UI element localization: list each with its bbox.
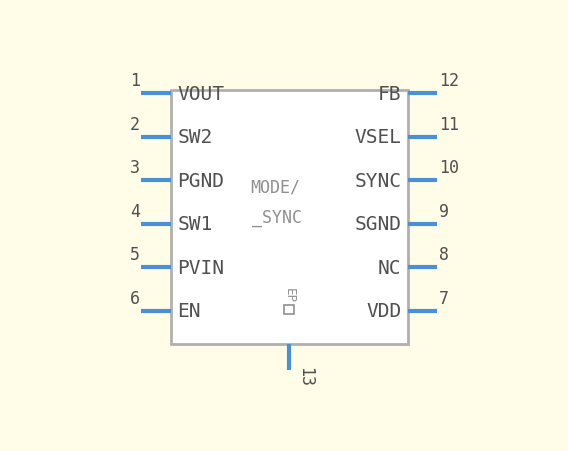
Text: 9: 9 xyxy=(439,202,449,220)
Bar xyxy=(285,305,294,315)
Text: 12: 12 xyxy=(439,72,459,90)
Text: 5: 5 xyxy=(130,245,140,263)
Text: 13: 13 xyxy=(295,367,314,387)
Text: 3: 3 xyxy=(130,159,140,177)
Text: _SYNC: _SYNC xyxy=(252,208,302,226)
Text: 1: 1 xyxy=(130,72,140,90)
Text: VDD: VDD xyxy=(366,302,402,321)
Text: 8: 8 xyxy=(439,245,449,263)
Text: VSEL: VSEL xyxy=(354,128,402,147)
Text: 2: 2 xyxy=(130,115,140,133)
Text: SYNC: SYNC xyxy=(354,171,402,190)
Text: FB: FB xyxy=(378,85,402,104)
Text: 11: 11 xyxy=(439,115,459,133)
Text: 6: 6 xyxy=(130,289,140,307)
Text: MODE/: MODE/ xyxy=(250,178,300,196)
Text: PVIN: PVIN xyxy=(177,258,224,277)
Text: NC: NC xyxy=(378,258,402,277)
Text: EP: EP xyxy=(283,287,296,303)
Text: SW2: SW2 xyxy=(177,128,212,147)
Text: VOUT: VOUT xyxy=(177,85,224,104)
Text: SGND: SGND xyxy=(354,215,402,234)
Text: 10: 10 xyxy=(439,159,459,177)
Text: 7: 7 xyxy=(439,289,449,307)
Text: PGND: PGND xyxy=(177,171,224,190)
Text: EN: EN xyxy=(177,302,201,321)
Text: 4: 4 xyxy=(130,202,140,220)
Bar xyxy=(171,91,408,344)
Text: SW1: SW1 xyxy=(177,215,212,234)
